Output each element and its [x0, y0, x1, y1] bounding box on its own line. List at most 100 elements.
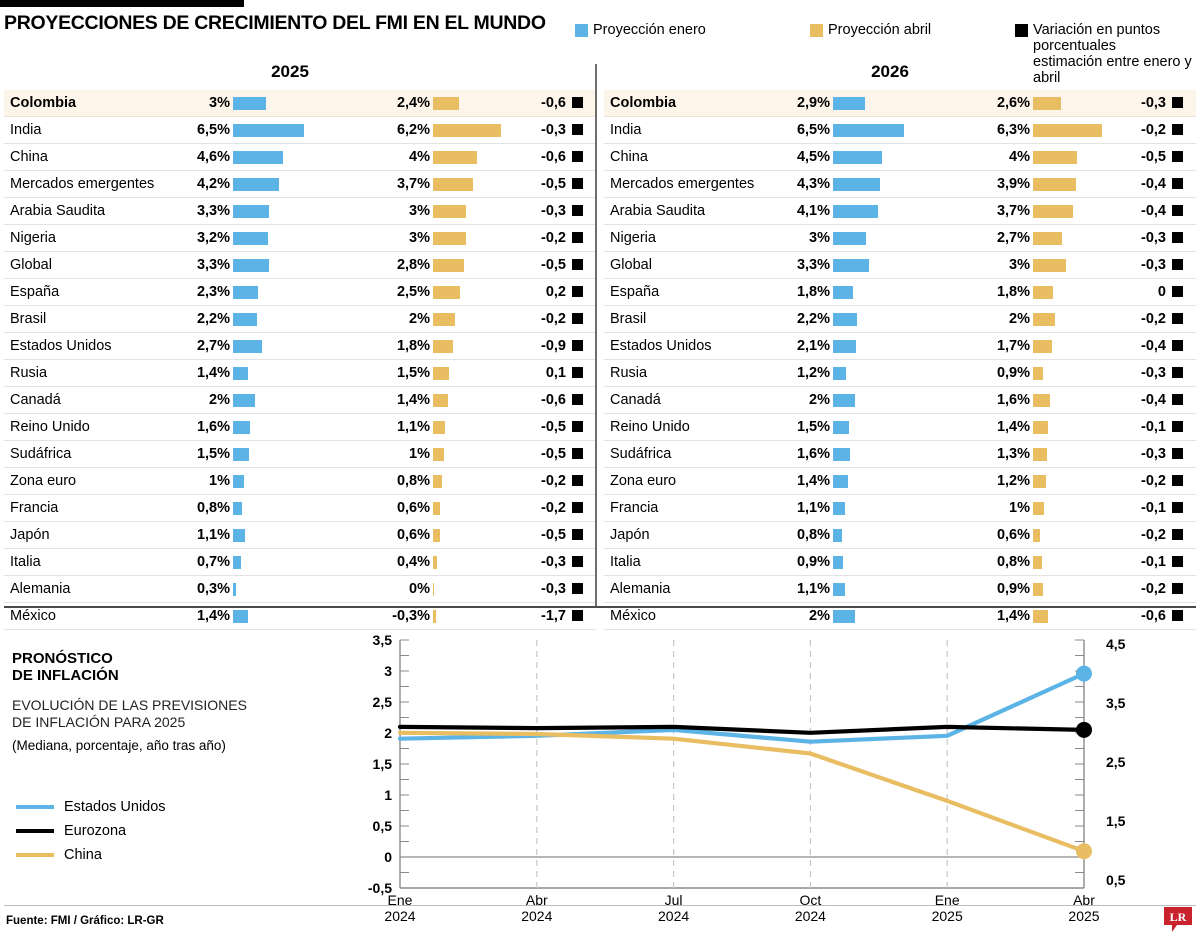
row-value-abril: 2,7% — [996, 230, 1030, 246]
row-bar-abril — [433, 421, 445, 434]
y-axis-tick-left: 2,5 — [372, 694, 392, 710]
row-bar-enero — [233, 313, 257, 326]
row-value-enero: 1,6% — [796, 446, 830, 462]
row-value-abril: 2,4% — [396, 95, 430, 111]
row-bar-enero — [833, 205, 878, 218]
row-bar-abril — [1033, 502, 1044, 515]
row-country-label: China — [10, 149, 48, 165]
x-axis-tick: Ene 2024 — [384, 892, 416, 924]
table-row: Alemania 0,3% 0% -0,3 — [4, 576, 596, 603]
table-row: Zona euro 1% 0,8% -0,2 — [4, 468, 596, 495]
row-bar-abril — [1033, 475, 1047, 488]
row-marker-variacion — [1172, 529, 1183, 540]
row-country-label: Brasil — [610, 311, 647, 327]
row-country-label: Alemania — [10, 581, 71, 597]
x-axis-tick: Jul 2024 — [658, 892, 690, 924]
row-value-enero: 1,5% — [196, 446, 230, 462]
row-marker-variacion — [1172, 583, 1183, 594]
row-value-abril: 6,3% — [996, 122, 1030, 138]
row-value-enero: 1,2% — [796, 365, 830, 381]
row-bar-abril — [433, 286, 461, 299]
row-bar-enero — [833, 340, 856, 353]
y-axis-tick-right: 0,5 — [1106, 871, 1126, 888]
row-bar-abril — [1033, 232, 1063, 245]
row-value-abril: 1,4% — [396, 392, 430, 408]
row-bar-enero — [233, 421, 251, 434]
row-bar-enero — [833, 313, 857, 326]
row-marker-variacion — [1172, 475, 1183, 486]
row-country-label: Italia — [10, 554, 41, 570]
year-heading-2026: 2026 — [871, 62, 909, 81]
row-value-variacion: -0,5 — [541, 419, 566, 435]
row-bar-enero — [833, 178, 880, 191]
x-axis-tick: Oct 2024 — [794, 892, 826, 924]
row-value-abril: 1,4% — [996, 419, 1030, 435]
x-axis-tick: Abr 2024 — [521, 892, 553, 924]
row-country-label: Canadá — [10, 392, 61, 408]
row-marker-variacion — [1172, 313, 1183, 324]
row-country-label: Brasil — [10, 311, 47, 327]
row-value-abril: 0,6% — [396, 527, 430, 543]
row-bar-enero — [233, 367, 249, 380]
row-value-abril: 1,5% — [396, 365, 430, 381]
row-value-variacion: -0,1 — [1141, 554, 1166, 570]
row-marker-variacion — [1172, 394, 1183, 405]
row-marker-variacion — [1172, 367, 1183, 378]
table-row: Nigeria 3,2% 3% -0,2 — [4, 225, 596, 252]
legend-item-proyeccion-enero: Proyección enero — [575, 22, 706, 38]
row-bar-enero — [833, 502, 845, 515]
row-value-enero: 2,1% — [796, 338, 830, 354]
row-value-abril: 0,8% — [396, 473, 430, 489]
y-axis-tick-left: 3 — [384, 663, 392, 679]
row-country-label: Zona euro — [10, 473, 77, 489]
row-value-enero: 1,1% — [796, 500, 830, 516]
row-bar-abril — [1033, 421, 1049, 434]
row-marker-variacion — [572, 502, 583, 513]
row-bar-abril — [1033, 340, 1052, 353]
row-bar-abril — [433, 313, 455, 326]
row-marker-variacion — [1172, 502, 1183, 513]
row-country-label: Global — [610, 257, 652, 273]
row-value-enero: 2,7% — [196, 338, 230, 354]
row-value-variacion: -0,4 — [1141, 338, 1166, 354]
row-country-label: Estados Unidos — [10, 338, 112, 354]
row-bar-abril — [433, 151, 477, 164]
row-value-variacion: -0,3 — [1141, 446, 1166, 462]
row-value-abril: 1,8% — [996, 284, 1030, 300]
row-bar-enero — [833, 583, 845, 596]
page-title: PROYECCIONES DE CRECIMIENTO DEL FMI EN E… — [4, 12, 546, 34]
row-value-enero: 0,9% — [796, 554, 830, 570]
row-marker-variacion — [1172, 448, 1183, 459]
row-value-enero: 2,2% — [196, 311, 230, 327]
row-value-abril: 1% — [1009, 500, 1030, 516]
row-country-label: Arabia Saudita — [10, 203, 106, 219]
row-bar-abril — [1033, 610, 1049, 623]
row-marker-variacion — [1172, 556, 1183, 567]
legend-item-eurozona: Eurozona — [16, 819, 166, 843]
row-value-enero: 1% — [209, 473, 230, 489]
table-row: Canadá 2% 1,6% -0,4 — [604, 387, 1196, 414]
row-bar-enero — [233, 340, 263, 353]
row-bar-enero — [833, 124, 904, 137]
row-value-abril: 2% — [1009, 311, 1030, 327]
table-row: China 4,5% 4% -0,5 — [604, 144, 1196, 171]
row-value-enero: 4,5% — [796, 149, 830, 165]
row-value-variacion: -0,2 — [541, 230, 566, 246]
y-axis-tick-right: 1,5 — [1106, 812, 1126, 829]
table-row: Colombia 3% 2,4% -0,6 — [4, 90, 596, 117]
y-axis-tick-left: -0,5 — [367, 880, 392, 896]
table-row: Francia 1,1% 1% -0,1 — [604, 495, 1196, 522]
row-value-abril: 0,4% — [396, 554, 430, 570]
row-value-variacion: -0,2 — [1141, 473, 1166, 489]
chart-svg — [397, 639, 1092, 889]
row-bar-enero — [833, 421, 850, 434]
row-marker-variacion — [572, 475, 583, 486]
row-bar-enero — [833, 232, 866, 245]
row-bar-abril — [433, 610, 437, 623]
row-bar-enero — [833, 394, 855, 407]
row-marker-variacion — [572, 313, 583, 324]
row-value-abril: 0% — [409, 581, 430, 597]
legend-item-variacion: Variación en puntos porcentuales estimac… — [1015, 22, 1195, 86]
row-value-variacion: -0,2 — [1141, 122, 1166, 138]
row-bar-abril — [1033, 178, 1076, 191]
